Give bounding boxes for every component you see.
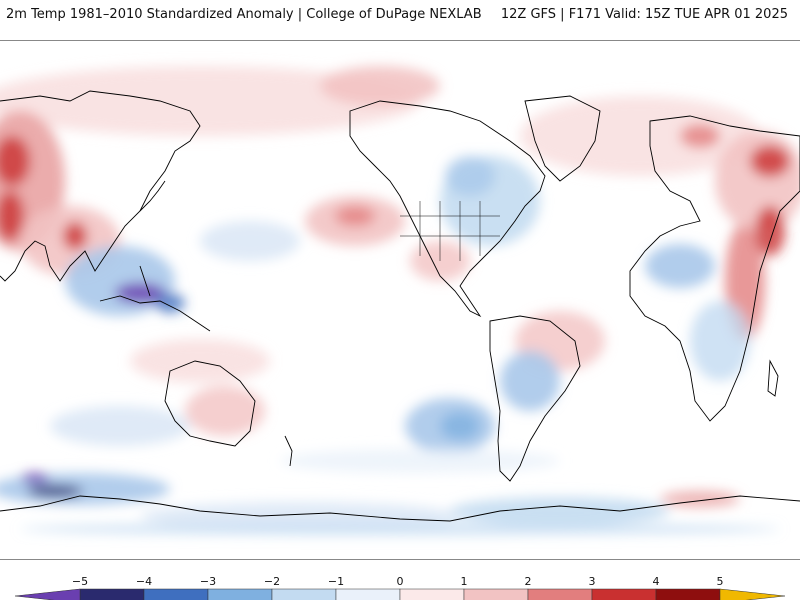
north-america-coastline: [349, 100, 546, 318]
warm-anomaly-area: [63, 222, 87, 250]
colorbar-tick-label: −4: [135, 575, 153, 588]
us-state-borders: [400, 201, 500, 261]
cold-anomaly-area: [690, 301, 750, 381]
warm-anomaly-area: [680, 124, 720, 148]
antarctica-coastline: [0, 495, 800, 522]
cold-anomaly-area: [155, 293, 185, 313]
colorbar-segment: [143, 588, 209, 600]
colorbar-tick-label: 0: [396, 575, 404, 588]
madagascar-coastline: [767, 359, 779, 397]
warm-anomaly-area: [0, 136, 30, 186]
colorbar-segment: [463, 588, 529, 600]
europe-africa-coastline: [629, 115, 800, 422]
warm-anomaly-area: [185, 386, 265, 436]
colorbar: [14, 588, 786, 600]
warm-anomaly-area: [335, 206, 375, 226]
colorbar-segment: [207, 588, 273, 600]
colorbar-tick-label: −5: [71, 575, 89, 588]
south-america-coastline: [489, 315, 581, 482]
colorbar-segment: [527, 588, 593, 600]
colorbar-segment: [335, 588, 401, 600]
map-title: 2m Temp 1981–2010 Standardized Anomaly |…: [6, 7, 482, 22]
cold-anomaly-area: [20, 523, 780, 535]
map-svg: [0, 66, 800, 535]
colorbar-tick-label: 1: [460, 575, 468, 588]
philippines-coastline: [139, 265, 151, 297]
warm-anomaly-area: [660, 491, 740, 507]
japan-coastline: [139, 180, 166, 212]
warm-anomaly-area: [755, 206, 785, 256]
colorbar-tick-label: 3: [588, 575, 596, 588]
cold-anomaly-area: [21, 473, 49, 483]
cold-anomaly-area: [440, 412, 480, 440]
warm-anomaly-area: [520, 96, 760, 176]
cold-anomaly-area: [645, 244, 715, 288]
cold-anomaly-area: [27, 485, 83, 497]
indonesia-coastline: [99, 295, 211, 332]
cold-anomaly-area: [115, 283, 165, 303]
colorbar-segment: [399, 588, 465, 600]
warm-anomaly-area: [130, 339, 270, 383]
colorbar-segment: [655, 588, 721, 600]
cold-anomaly-area: [200, 221, 300, 261]
coastlines: [0, 90, 800, 522]
australia-coastline: [164, 360, 256, 447]
warm-anomaly-area: [320, 66, 440, 106]
cold-anomaly-area: [450, 497, 670, 525]
anomaly-shading: [0, 66, 800, 535]
cold-anomaly-area: [140, 502, 460, 530]
asia-coastline: [0, 90, 201, 282]
warm-anomaly-area: [0, 66, 420, 136]
colorbar-segment: [271, 588, 337, 600]
colorbar-min-arrow: [14, 588, 81, 600]
model-run-info: 12Z GFS | F171 Valid: 15Z TUE APR 01 202…: [500, 7, 788, 22]
colorbar-tick-label: −2: [263, 575, 281, 588]
colorbar-tick-label: −1: [327, 575, 345, 588]
colorbar-max-arrow: [719, 588, 786, 600]
map-header: 2m Temp 1981–2010 Standardized Anomaly |…: [0, 0, 800, 32]
colorbar-segment: [591, 588, 657, 600]
new-zealand-coastline: [284, 435, 293, 467]
cold-anomaly-area: [500, 351, 560, 411]
warm-anomaly-area: [750, 145, 790, 177]
cold-anomaly-area: [50, 406, 190, 446]
greenland-coastline: [524, 95, 601, 182]
cold-anomaly-area: [445, 156, 495, 196]
colorbar-tick-label: 5: [716, 575, 724, 588]
colorbar-segment: [79, 588, 145, 600]
colorbar-tick-label: 4: [652, 575, 660, 588]
anomaly-map: [0, 40, 800, 560]
warm-anomaly-area: [0, 191, 24, 241]
colorbar-tick-label: −3: [199, 575, 217, 588]
cold-anomaly-area: [280, 449, 560, 473]
colorbar-tick-label: 2: [524, 575, 532, 588]
